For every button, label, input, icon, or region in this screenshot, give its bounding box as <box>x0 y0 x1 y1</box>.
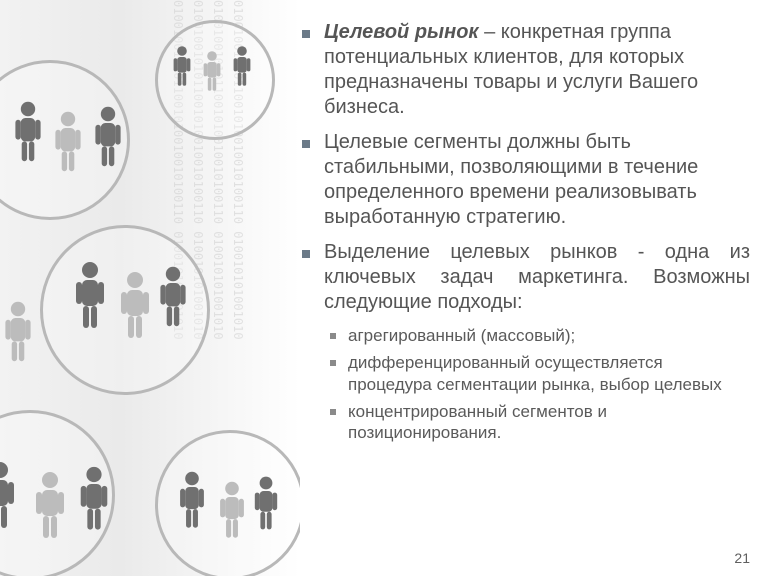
text-3: Выделение целевых рынков - одна из ключе… <box>324 241 750 313</box>
content-area: Целевой рынок – конкретная группа потенц… <box>300 20 750 556</box>
person-icon <box>200 50 224 95</box>
term-1: Целевой рынок <box>324 21 479 43</box>
person-icon <box>0 300 36 368</box>
sub-bullet-2: дифференцированный осуществляется процед… <box>348 352 750 395</box>
person-icon <box>0 460 20 535</box>
person-icon <box>90 105 126 173</box>
person-icon <box>70 260 110 335</box>
main-bullet-2: Целевые сегменты должны быть стабильными… <box>324 130 750 230</box>
person-icon <box>215 480 249 544</box>
main-bullet-list: Целевой рынок – конкретная группа потенц… <box>300 20 750 315</box>
person-icon <box>50 110 86 178</box>
person-icon <box>250 475 282 535</box>
person-icon <box>75 465 113 536</box>
person-icon <box>10 100 46 168</box>
main-bullet-1: Целевой рынок – конкретная группа потенц… <box>324 20 750 120</box>
page-number: 21 <box>734 550 750 566</box>
person-icon <box>30 470 70 545</box>
sub-bullet-list: агрегированный (массовый); дифференциров… <box>300 325 750 443</box>
person-icon <box>170 45 194 90</box>
person-icon <box>230 45 254 90</box>
main-bullet-3: Выделение целевых рынков - одна из ключе… <box>324 240 750 315</box>
background-illustration: 0100100101011001010010010100110 01001010… <box>0 0 300 576</box>
slide: 0100100101011001010010010100110 01001010… <box>0 0 768 576</box>
text-2: Целевые сегменты должны быть стабильными… <box>324 131 698 228</box>
sub-bullet-1: агрегированный (массовый); <box>348 325 750 346</box>
sub-bullet-3: концентрированный сегментов и позиционир… <box>348 401 750 444</box>
person-icon <box>175 470 209 534</box>
person-icon <box>155 265 191 333</box>
person-icon <box>115 270 155 345</box>
